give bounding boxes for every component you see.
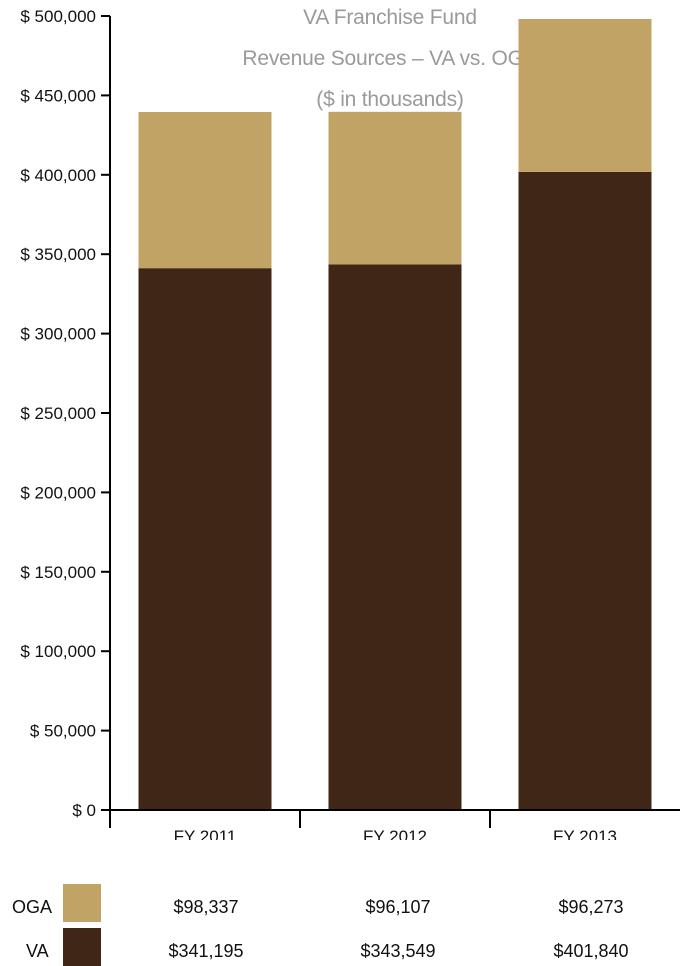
row-label-oga: OGA [12,897,53,917]
y-tick-label-10: $ 500,000 [20,7,96,26]
legend-swatch-oga [63,884,101,922]
chart-title-line-2: Revenue Sources – VA vs. OGA [242,47,538,70]
y-tick-label-3: $ 150,000 [20,563,96,582]
bar-oga-fy-2013 [518,18,652,172]
y-tick-label-0: $ 0 [72,801,96,820]
cell-va-fy2011: $341,195 [168,941,244,961]
y-tick-label-5: $ 250,000 [20,404,96,423]
chart-title-line-3: ($ in thousands) [316,88,464,111]
cell-va-fy2012: $343,549 [360,941,436,961]
y-tick-label-2: $ 100,000 [20,642,96,661]
row-label-va: VA [26,941,49,961]
cell-va-fy2013: $401,840 [553,941,629,961]
cell-oga-fy2013: $96,273 [558,897,624,917]
legend-swatch-va [63,928,101,966]
cell-oga-fy2011: $98,337 [173,897,239,917]
bar-oga-fy-2012 [328,111,462,265]
x-tick-label-fy-2013: FY 2013 [553,827,617,840]
y-tick-label-9: $ 450,000 [20,86,96,105]
y-tick-label-1: $ 50,000 [30,722,96,741]
bar-va-fy-2013 [518,171,652,811]
x-tick-label-fy-2012: FY 2012 [363,827,427,840]
chart-title-line-1: VA Franchise Fund [303,6,477,29]
bar-va-fy-2011 [138,268,272,810]
bar-va-fy-2012 [328,264,462,810]
y-tick-label-8: $ 400,000 [20,166,96,185]
stacked-bar-chart: FY 2011 FY 2012 FY 2013 $ 0 $ 50,000 $ 100,00… [20,7,680,840]
y-tick-label-4: $ 200,000 [20,483,96,502]
bar-oga-fy-2011 [138,112,272,269]
y-tick-label-7: $ 350,000 [20,245,96,264]
cell-oga-fy2012: $96,107 [365,897,431,917]
x-tick-label-fy-2011: FY 2011 [174,827,237,840]
y-tick-label-6: $ 300,000 [20,325,96,344]
